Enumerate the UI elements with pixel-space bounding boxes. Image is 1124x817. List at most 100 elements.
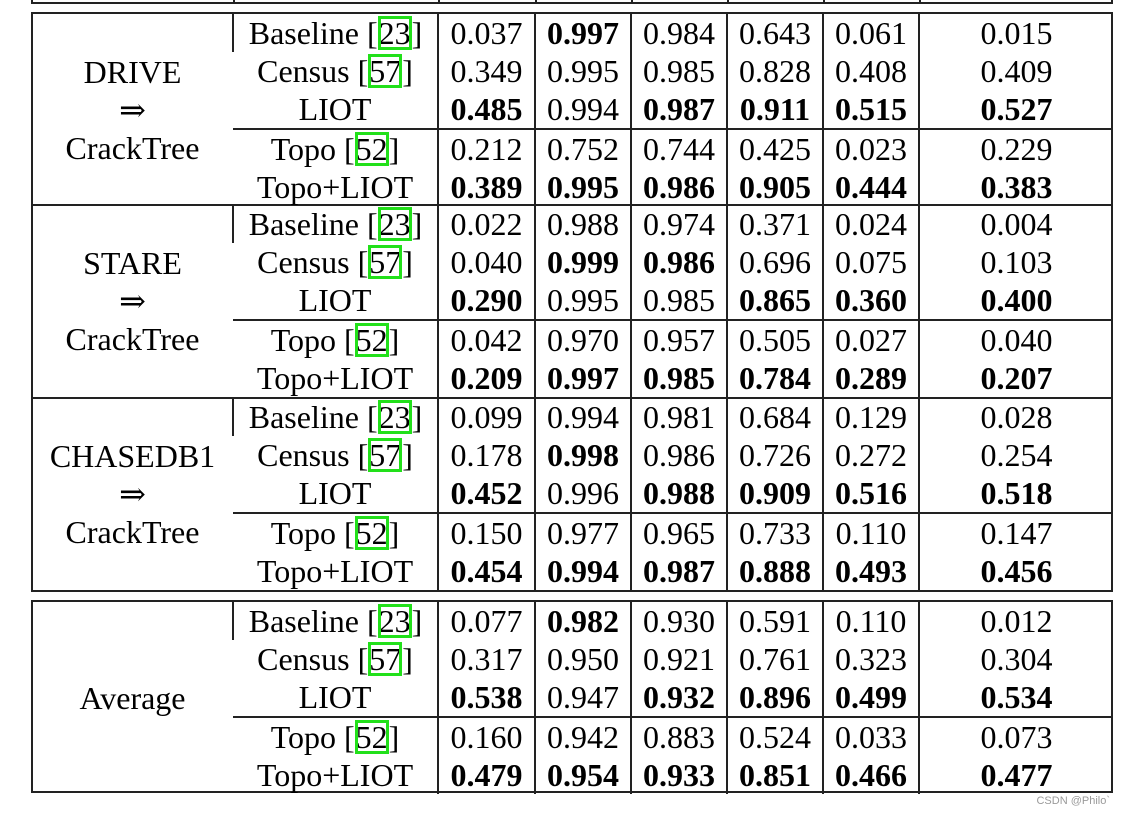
metric-value: 0.024 bbox=[822, 205, 919, 243]
metric-value: 0.028 bbox=[918, 398, 1113, 436]
method-name: Census bbox=[257, 437, 350, 473]
method-name: Topo+LIOT bbox=[256, 169, 414, 205]
citation: [57] bbox=[349, 641, 413, 677]
method-name: Baseline bbox=[248, 399, 359, 435]
method-name: LIOT bbox=[298, 282, 372, 318]
table-group-drive: DRIVE ⇒ CrackTree Baseline [23] 0.037 0.997 0.… bbox=[31, 12, 1113, 206]
citation-link[interactable]: 57 bbox=[368, 641, 403, 677]
metric-value: 0.950 bbox=[534, 640, 631, 678]
metric-value: 0.974 bbox=[630, 205, 727, 243]
metric-value: 0.479 bbox=[437, 756, 535, 794]
citation-link[interactable]: 23 bbox=[377, 206, 412, 242]
table-row: Census [57] 0.317 0.950 0.921 0.761 0.323 0.30… bbox=[33, 640, 1113, 678]
citation-link[interactable]: 52 bbox=[354, 719, 389, 755]
metric-value: 0.456 bbox=[918, 552, 1113, 590]
metric-value: 0.995 bbox=[534, 168, 631, 206]
method-cell: Topo [52] bbox=[233, 716, 438, 756]
citation: [52] bbox=[336, 515, 400, 551]
citation-link[interactable]: 23 bbox=[377, 15, 412, 51]
table-group-chasedb1: CHASEDB1 ⇒ CrackTree Baseline [23] 0.099 0.99… bbox=[31, 398, 1113, 592]
table-row: Topo+LIOT 0.209 0.997 0.985 0.784 0.289 0.207 bbox=[33, 359, 1113, 397]
citation-link[interactable]: 57 bbox=[368, 437, 403, 473]
metric-value: 0.209 bbox=[437, 359, 535, 397]
metric-value: 0.998 bbox=[534, 436, 631, 474]
method-name: Topo bbox=[270, 322, 336, 358]
dataset-label-line: ⇒ bbox=[119, 475, 146, 513]
metric-value: 0.349 bbox=[437, 52, 535, 90]
method-name: Baseline bbox=[248, 206, 359, 242]
metric-value: 0.761 bbox=[726, 640, 823, 678]
metric-value: 0.888 bbox=[726, 552, 823, 590]
method-name: Topo+LIOT bbox=[256, 360, 414, 396]
metric-value: 0.911 bbox=[726, 90, 823, 129]
citation-link[interactable]: 57 bbox=[368, 244, 403, 280]
metric-value: 0.986 bbox=[630, 168, 727, 206]
method-cell: LIOT bbox=[233, 474, 438, 513]
dataset-cell: DRIVE ⇒ CrackTree bbox=[33, 14, 233, 206]
metric-value: 0.290 bbox=[437, 281, 535, 320]
metric-value: 0.178 bbox=[437, 436, 535, 474]
citation-link[interactable]: 23 bbox=[377, 399, 412, 435]
metric-value: 0.454 bbox=[437, 552, 535, 590]
metric-value: 0.883 bbox=[630, 716, 727, 756]
metric-value: 0.954 bbox=[534, 756, 631, 794]
metric-value: 0.994 bbox=[534, 552, 631, 590]
metric-value: 0.040 bbox=[437, 243, 535, 281]
metric-value: 0.400 bbox=[918, 281, 1113, 320]
metric-value: 0.207 bbox=[918, 359, 1113, 397]
method-name: Topo bbox=[270, 515, 336, 551]
citation: [57] bbox=[349, 437, 413, 473]
method-name: Topo+LIOT bbox=[256, 553, 414, 589]
table-row: Topo [52] 0.212 0.752 0.744 0.425 0.023 0.229 bbox=[33, 128, 1113, 168]
metric-value: 0.977 bbox=[534, 512, 631, 552]
method-cell: Census [57] bbox=[233, 640, 438, 678]
method-cell: Census [57] bbox=[233, 436, 438, 474]
metric-value: 0.408 bbox=[822, 52, 919, 90]
citation: [57] bbox=[349, 244, 413, 280]
table-row: CHASEDB1 ⇒ CrackTree Baseline [23] 0.099 0.99… bbox=[33, 398, 1113, 550]
method-cell: Census [57] bbox=[233, 243, 438, 281]
metric-value: 0.015 bbox=[918, 14, 1113, 52]
method-name: Baseline bbox=[248, 15, 359, 51]
metric-value: 0.982 bbox=[534, 602, 631, 640]
metric-value: 0.921 bbox=[630, 640, 727, 678]
citation: [57] bbox=[349, 53, 413, 89]
dataset-label-line: CrackTree bbox=[65, 514, 200, 550]
metric-value: 0.073 bbox=[918, 716, 1113, 756]
metric-value: 0.851 bbox=[726, 756, 823, 794]
metric-value: 0.985 bbox=[630, 359, 727, 397]
method-cell: LIOT bbox=[233, 678, 438, 717]
table-group-stare: STARE ⇒ CrackTree Baseline [23] 0.022 0.988 0.… bbox=[31, 205, 1113, 399]
citation-link[interactable]: 23 bbox=[377, 603, 412, 639]
metric-value: 0.994 bbox=[534, 90, 631, 129]
metric-value: 0.466 bbox=[822, 756, 919, 794]
dataset-label-line: Average bbox=[79, 680, 186, 716]
citation-link[interactable]: 52 bbox=[354, 515, 389, 551]
metric-value: 0.061 bbox=[822, 14, 919, 52]
metric-value: 0.383 bbox=[918, 168, 1113, 206]
metric-value: 0.987 bbox=[630, 552, 727, 590]
metric-value: 0.784 bbox=[726, 359, 823, 397]
metric-value: 0.110 bbox=[822, 512, 919, 552]
metric-value: 0.994 bbox=[534, 398, 631, 436]
citation-link[interactable]: 52 bbox=[354, 322, 389, 358]
method-cell: LIOT bbox=[233, 90, 438, 129]
dataset-label-line: CrackTree bbox=[65, 130, 200, 166]
dataset-cell: STARE ⇒ CrackTree bbox=[33, 205, 233, 397]
method-cell: Census [57] bbox=[233, 52, 438, 90]
table-row: Topo+LIOT 0.389 0.995 0.986 0.905 0.444 0.383 bbox=[33, 168, 1113, 206]
metric-value: 0.997 bbox=[534, 359, 631, 397]
watermark: CSDN @Philo` bbox=[1036, 795, 1110, 807]
metric-value: 0.591 bbox=[726, 602, 823, 640]
method-name: Census bbox=[257, 53, 350, 89]
metric-value: 0.865 bbox=[726, 281, 823, 320]
dataset-label-line: CHASEDB1 bbox=[49, 438, 216, 474]
metric-value: 0.997 bbox=[534, 14, 631, 52]
table-row: STARE ⇒ CrackTree Baseline [23] 0.022 0.988 0.… bbox=[33, 205, 1113, 357]
metric-value: 0.477 bbox=[918, 756, 1113, 794]
metric-value: 0.988 bbox=[630, 474, 727, 513]
metric-value: 0.212 bbox=[437, 128, 535, 168]
metric-value: 0.985 bbox=[630, 52, 727, 90]
citation-link[interactable]: 57 bbox=[368, 53, 403, 89]
citation-link[interactable]: 52 bbox=[354, 131, 389, 167]
